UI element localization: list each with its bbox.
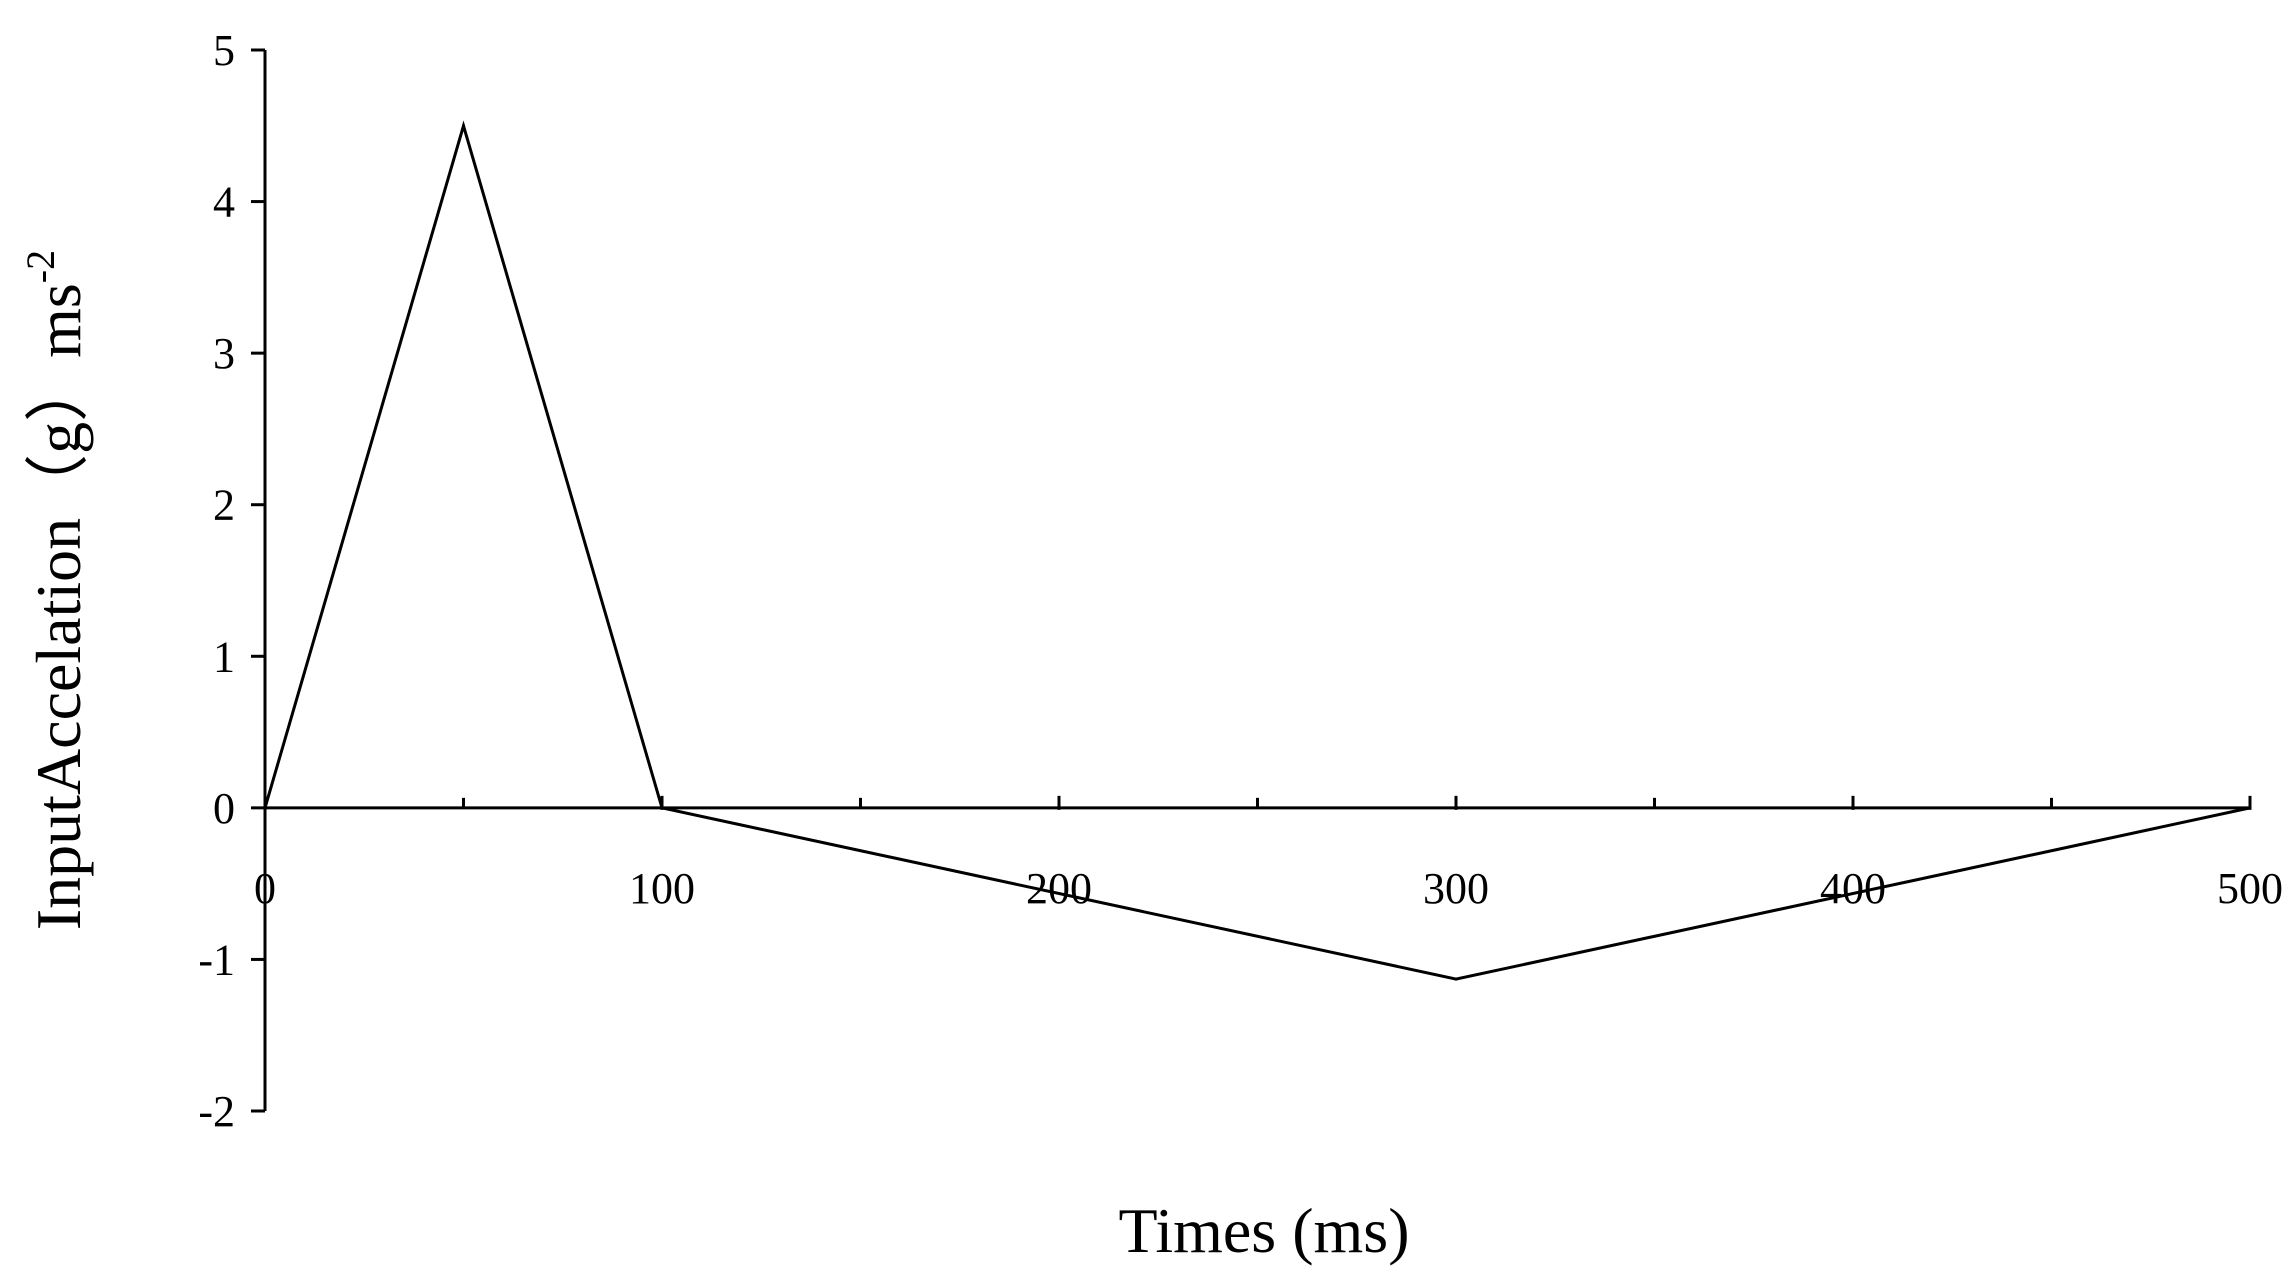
y-tick-label: 2 (213, 481, 235, 530)
data-point (1454, 977, 1458, 981)
y-tick-label: 3 (213, 329, 235, 378)
y-tick-label: 0 (213, 784, 235, 833)
x-tick-label: 500 (2217, 864, 2283, 913)
series-group (263, 120, 2252, 981)
data-point (2248, 806, 2252, 810)
y-tick-label: 1 (213, 632, 235, 681)
y-tick-label: -2 (198, 1087, 235, 1136)
y-tick-label: 5 (213, 26, 235, 75)
ticks (251, 48, 2252, 1113)
x-axis-title: Times (ms) (1118, 1195, 1409, 1266)
axes (263, 50, 2250, 1111)
y-tick-label: 4 (213, 178, 235, 227)
series-line (263, 120, 2251, 981)
y-axis-title-main: InputAccelation（g）ms (23, 283, 94, 930)
x-tick-label: 0 (254, 864, 276, 913)
data-point (263, 806, 267, 810)
y-axis-title-superscript: -2 (18, 250, 63, 283)
x-tick-label: 300 (1423, 864, 1489, 913)
data-point (462, 124, 465, 128)
y-axis-title: InputAccelation（g）ms-2 (18, 250, 94, 930)
x-tick-label: 100 (629, 864, 695, 913)
y-tick-label: -1 (198, 935, 235, 984)
data-point (660, 806, 664, 810)
